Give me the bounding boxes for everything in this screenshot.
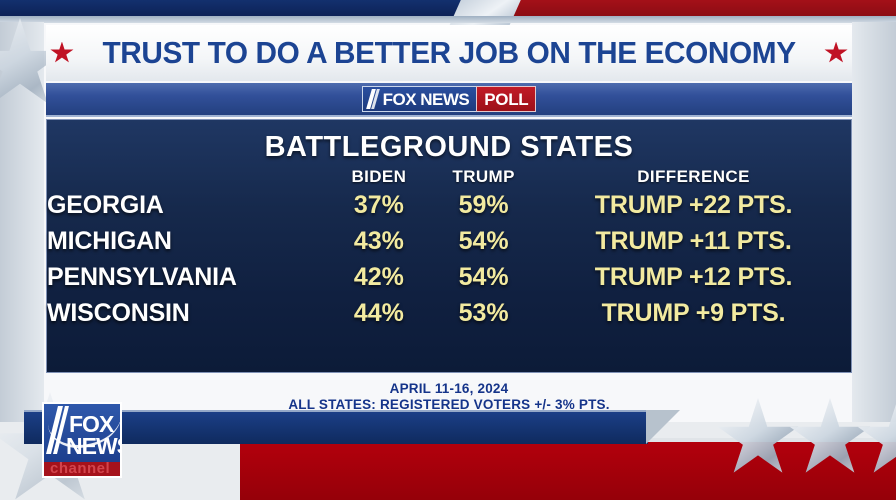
cell-difference: TRUMP +22 PTS. [594, 190, 793, 219]
network-name: FOX NEWS [382, 89, 470, 109]
cell-state: WISCONSIN [47, 298, 190, 327]
cell-biden: 37% [353, 190, 404, 219]
table-row: MICHIGAN 43% 54% TRUMP +11 PTS. [47, 223, 851, 259]
column-header-difference: DIFFERENCE [637, 167, 750, 186]
poll-panel: TRUST TO DO A BETTER JOB ON THE ECONOMY … [46, 25, 852, 415]
poll-table: BIDEN TRUMP DIFFERENCE GEORGIA 37% 59% T… [47, 167, 851, 331]
fox-news-logo-block: FOX NEWS [361, 86, 477, 112]
cell-trump: 59% [458, 190, 509, 219]
page-title: TRUST TO DO A BETTER JOB ON THE ECONOMY [102, 35, 796, 70]
column-header-state [47, 167, 327, 187]
fox-slash-icon [367, 89, 380, 109]
footnote-methodology: ALL STATES: REGISTERED VOTERS +/- 3% PTS… [288, 396, 610, 412]
poll-data-area: BATTLEGROUND STATES BIDEN TRUMP DIFFEREN… [46, 119, 852, 373]
fox-news-channel-bug: FOX NEWS channel 9:46 MT [42, 402, 122, 478]
fox-news-poll-logo: FOX NEWS POLL [361, 86, 537, 112]
bug-channel-text: channel [50, 460, 111, 477]
bug-news-text: NEWS [66, 433, 120, 459]
footnote: APRIL 11-16, 2024 ALL STATES: REGISTERED… [46, 377, 852, 415]
column-header-biden: BIDEN [351, 167, 407, 186]
cell-difference: TRUMP +9 PTS. [601, 298, 786, 327]
bottom-red-band [240, 442, 896, 500]
bug-swoosh-icon [48, 404, 120, 448]
cell-state: GEORGIA [47, 190, 164, 219]
red-star-icon [824, 41, 848, 63]
cell-trump: 53% [458, 298, 509, 327]
lower-third-bar [24, 410, 648, 444]
bug-time-text: 9:46 MT [54, 475, 102, 476]
cell-trump: 54% [458, 262, 509, 291]
top-blue-strip [0, 0, 492, 16]
headline-bar: TRUST TO DO A BETTER JOB ON THE ECONOMY [46, 25, 852, 81]
right-gutter [852, 22, 896, 422]
poll-label-block: POLL [476, 86, 537, 112]
poll-label: POLL [484, 89, 529, 109]
top-red-strip [486, 0, 896, 16]
table-row: GEORGIA 37% 59% TRUMP +22 PTS. [47, 187, 851, 223]
cell-state: MICHIGAN [47, 226, 172, 255]
lower-third-wedge [646, 410, 680, 444]
cell-biden: 44% [353, 298, 404, 327]
cell-state: PENNSYLVANIA [47, 262, 237, 291]
bug-fox-text: FOX [69, 411, 114, 437]
red-star-icon [50, 41, 74, 63]
cell-biden: 43% [353, 226, 404, 255]
table-row: PENNSYLVANIA 42% 54% TRUMP +12 PTS. [47, 259, 851, 295]
fox-news-poll-bar: FOX NEWS POLL [46, 83, 852, 117]
column-header-trump: TRUMP [452, 167, 515, 186]
cell-biden: 42% [353, 262, 404, 291]
data-title: BATTLEGROUND STATES [264, 131, 634, 163]
top-edge-shadow [0, 16, 896, 23]
footnote-date: APRIL 11-16, 2024 [389, 380, 509, 396]
table-header-row: BIDEN TRUMP DIFFERENCE [47, 167, 851, 187]
cell-trump: 54% [458, 226, 509, 255]
cell-difference: TRUMP +12 PTS. [594, 262, 793, 291]
table-row: WISCONSIN 44% 53% TRUMP +9 PTS. [47, 295, 851, 331]
bug-red-field [44, 462, 120, 476]
cell-difference: TRUMP +11 PTS. [595, 226, 792, 255]
